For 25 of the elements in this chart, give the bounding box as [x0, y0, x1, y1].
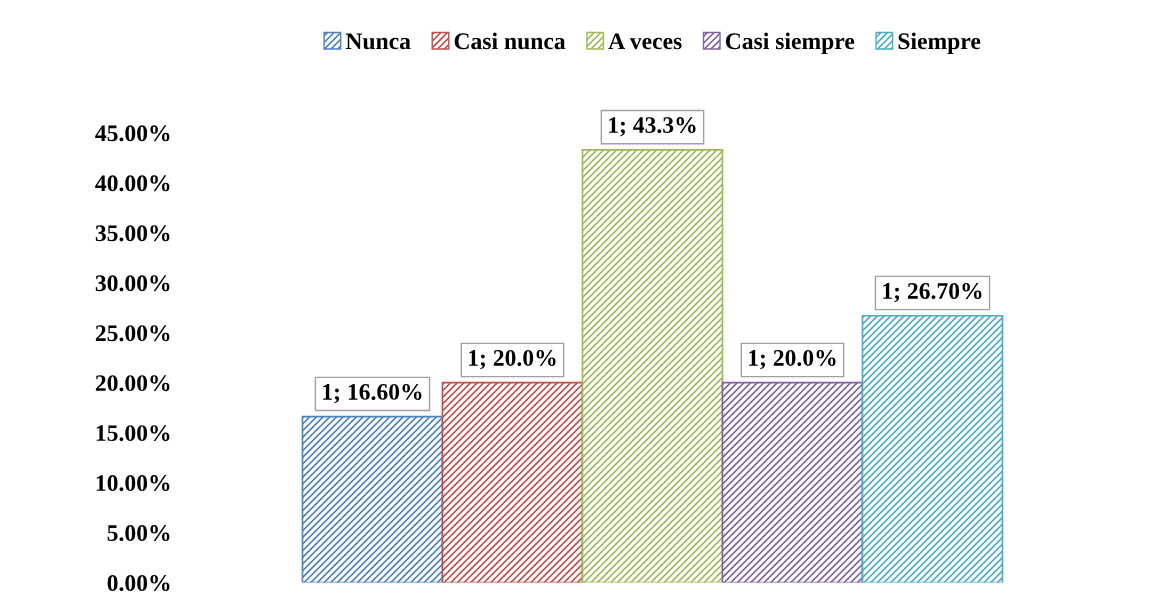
- bar: [581, 148, 724, 583]
- bar: [861, 314, 1004, 583]
- data-label: 1; 16.60%: [323, 383, 422, 404]
- y-tick-label: 30.00%: [95, 275, 170, 292]
- y-tick-label: 40.00%: [95, 175, 170, 192]
- y-tick-label: 35.00%: [95, 225, 170, 242]
- y-tick-label: 10.00%: [96, 475, 170, 492]
- data-label: 1; 20.0%: [469, 349, 556, 370]
- y-tick-label: 20.00%: [95, 375, 170, 392]
- legend-label: Nunca: [345, 33, 411, 50]
- data-label: 1; 26.70%: [883, 283, 982, 303]
- y-tick-label: 45.00%: [95, 125, 170, 142]
- data-label: 1; 43.3%: [609, 117, 696, 137]
- bar: [721, 381, 864, 583]
- y-tick-label: 0.00%: [107, 575, 170, 592]
- bar: [301, 415, 444, 583]
- bar: [441, 381, 584, 583]
- y-tick-label: 25.00%: [95, 325, 170, 342]
- y-tick-label: 15.00%: [96, 425, 170, 442]
- legend-label: Siempre: [898, 32, 981, 55]
- y-tick-label: 5.00%: [107, 525, 170, 542]
- legend-label: Casi siempre: [725, 32, 855, 55]
- data-label: 1; 20.0%: [749, 349, 836, 370]
- legend-label: A veces: [608, 33, 682, 50]
- legend-label: Casi nunca: [454, 32, 566, 50]
